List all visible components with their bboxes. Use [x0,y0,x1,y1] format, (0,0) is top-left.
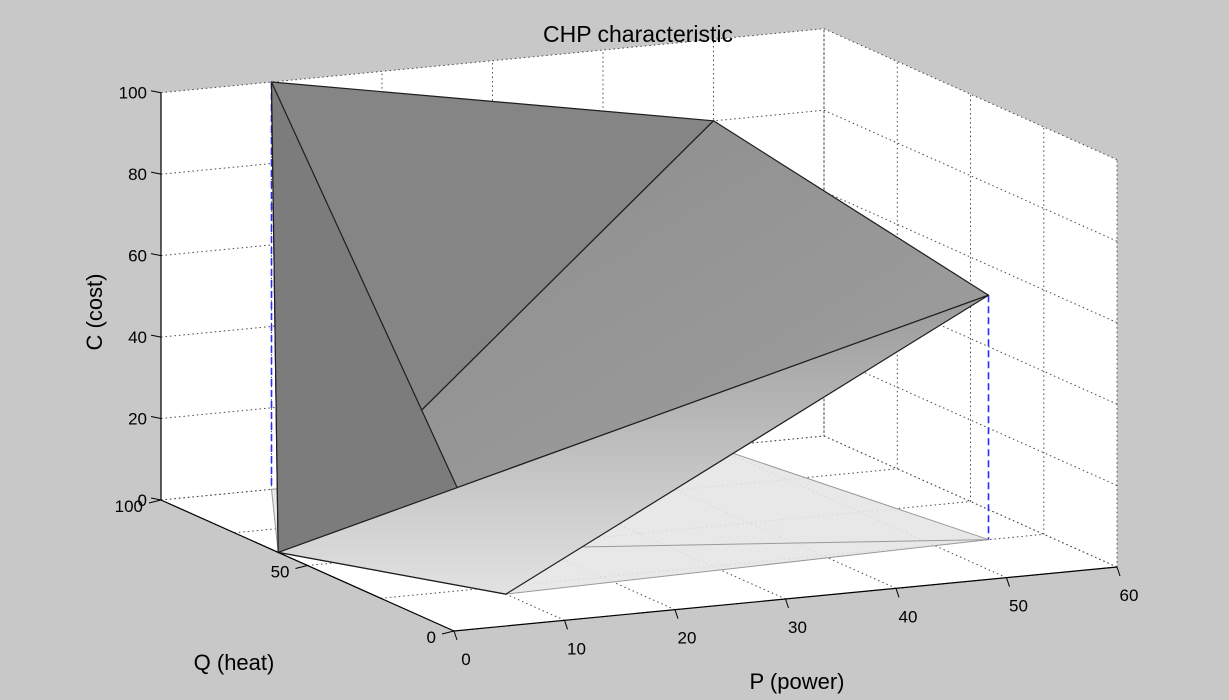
p-tick-mark [1006,577,1010,587]
grid-line-c [160,109,1118,242]
c-tick-mark [150,253,162,257]
p-tick-mark [1116,566,1121,577]
p-tick-mark [895,588,900,598]
surface-face [277,294,990,595]
grid-line-c [160,28,1118,161]
q-tick-mark [441,630,455,635]
c-tick-label: 40 [128,328,147,347]
c-tick-mark [150,90,162,94]
q-tick-label: 0 [427,628,436,647]
p-tick-label: 20 [678,629,697,648]
p-tick-mark [564,620,568,630]
c-tick-mark [150,171,162,175]
p-tick-label: 40 [899,607,918,626]
c-tick-label: 80 [128,165,147,184]
surface [270,81,990,595]
c-tick-label: 100 [119,84,147,103]
q-tick-label: 50 [271,563,290,582]
chart-title: CHP characteristic [543,21,733,47]
floor-edge [271,489,279,553]
p-tick-mark [785,598,789,609]
drop-lines [270,82,990,540]
p-tick-label: 30 [788,618,807,637]
c-tick-label: 20 [128,410,147,429]
p-tick-mark [453,630,458,641]
c-tick-label: 0 [138,491,147,510]
c-tick-mark [150,416,162,420]
x-axis-label: P (power) [750,669,845,694]
floor-edge [713,446,989,541]
y-axis-label: Q (heat) [194,650,275,675]
c-tick-mark [150,497,162,501]
p-tick-mark [674,609,679,619]
q-tick-mark [148,499,162,504]
grid-line-q [160,28,825,501]
p-tick-label: 0 [461,650,470,669]
grid-line-q [307,94,971,566]
q-tick-label: 100 [115,497,143,516]
p-tick-label: 10 [567,639,586,658]
q-tick-mark [295,565,308,569]
p-tick-label: 60 [1120,586,1139,605]
floor-edge [505,539,989,595]
grid-line-q [380,127,1045,599]
c-tick-mark [150,334,162,338]
p-tick-label: 50 [1009,597,1028,616]
grid-line-q [234,61,898,534]
z-axis-label: C (cost) [82,274,107,351]
c-tick-label: 60 [128,247,147,266]
